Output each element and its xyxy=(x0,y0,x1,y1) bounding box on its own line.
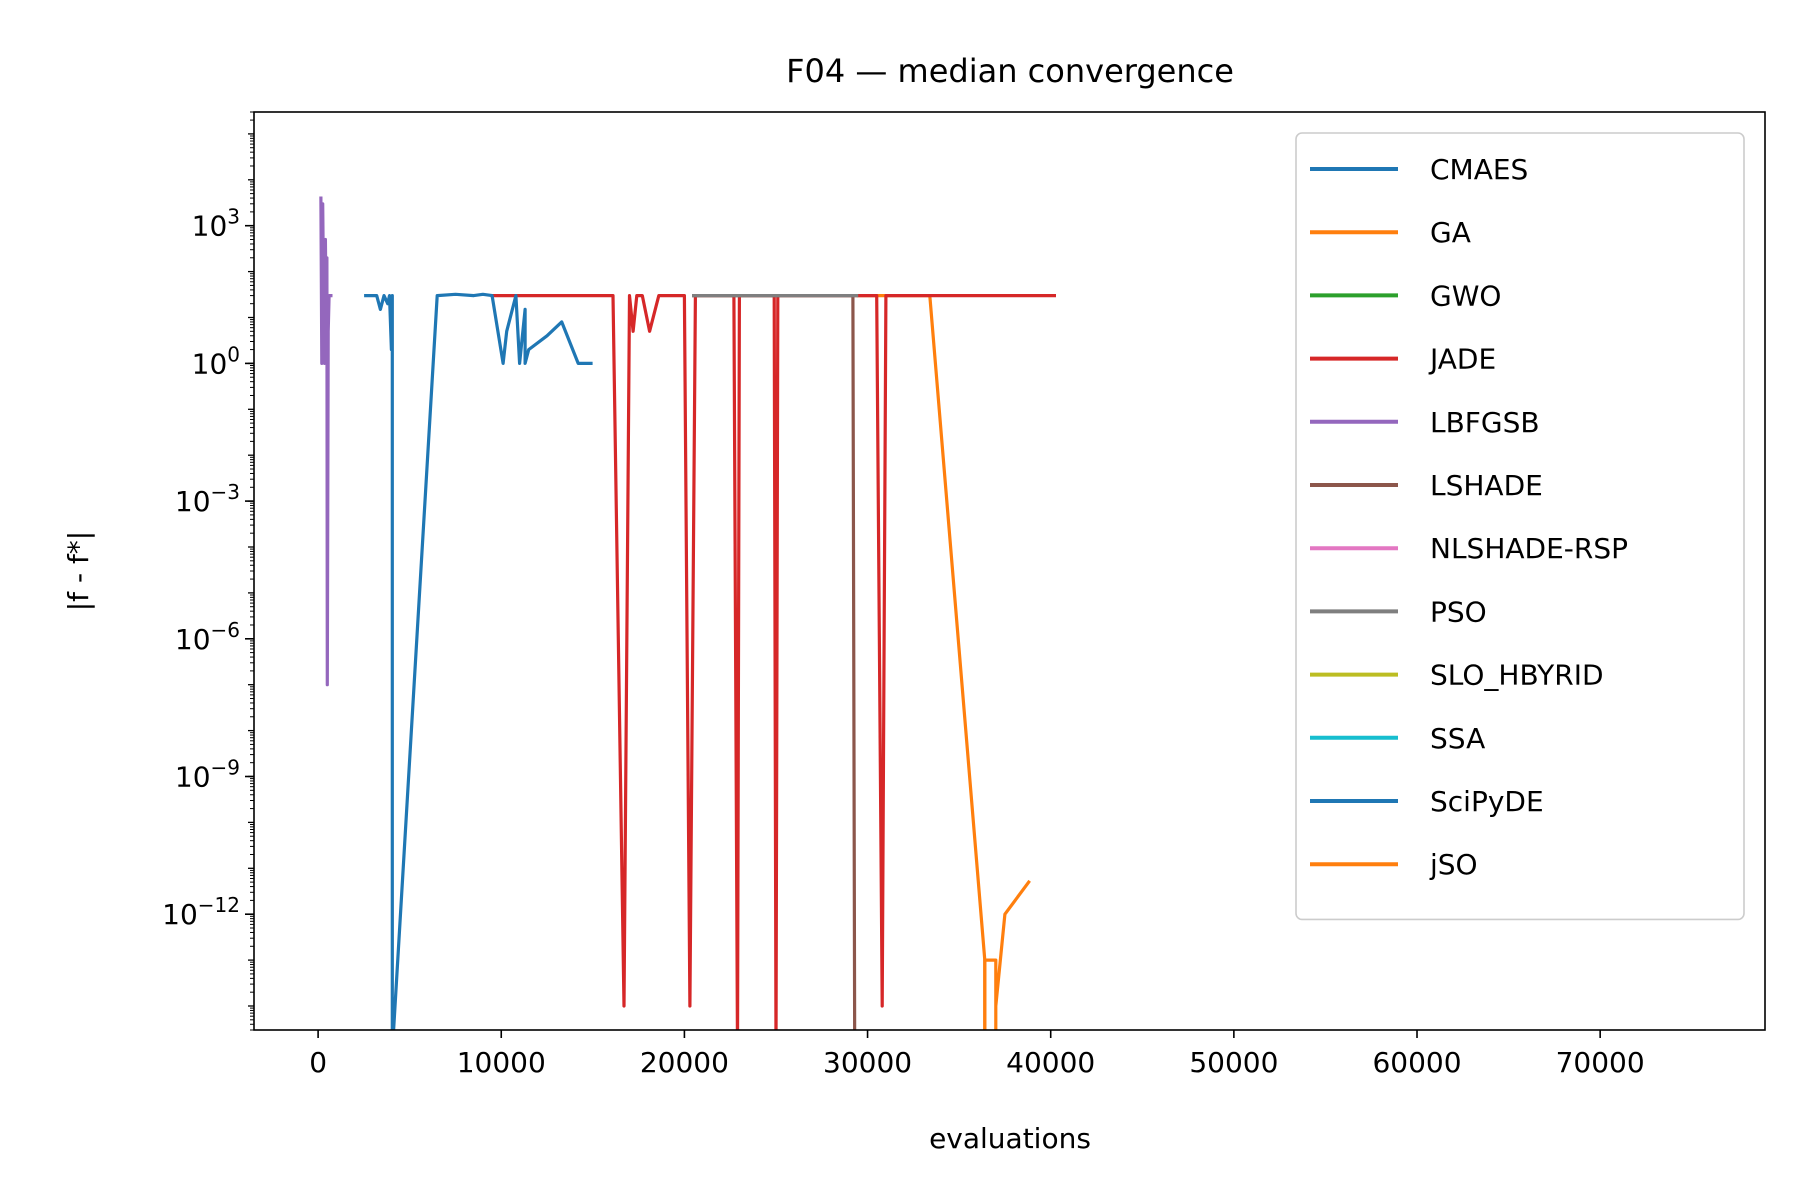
legend-label: GWO xyxy=(1430,279,1501,312)
series-line-jso xyxy=(983,879,1031,1030)
x-tick-label: 0 xyxy=(309,1046,327,1079)
legend-label: PSO xyxy=(1430,595,1487,628)
x-axis-label: evaluations xyxy=(929,1122,1091,1155)
legend: CMAES GA GWO JADE LBFGSB LSHADE NLSHADE-RSP PSO… xyxy=(1295,132,1745,921)
y-tick-label: 10−12 xyxy=(162,893,240,931)
x-tick-label: 10000 xyxy=(457,1046,546,1079)
chart-title: F04 — median convergence xyxy=(786,52,1234,90)
y-tick-label: 10−3 xyxy=(175,480,240,518)
x-axis: 0 10000 20000 30000 40000 50000 60000 70000 xyxy=(309,1030,1645,1079)
legend-label: NLSHADE-RSP xyxy=(1430,532,1628,565)
x-tick-label: 50000 xyxy=(1189,1046,1278,1079)
legend-label: LSHADE xyxy=(1430,469,1543,502)
legend-label: SLO_HBYRID xyxy=(1430,659,1604,692)
legend-label: SciPyDE xyxy=(1430,785,1544,818)
y-tick-label: 100 xyxy=(192,342,240,380)
x-tick-label: 20000 xyxy=(640,1046,729,1079)
x-tick-label: 40000 xyxy=(1006,1046,1095,1079)
x-tick-label: 30000 xyxy=(823,1046,912,1079)
series-line-lbfgsb xyxy=(319,196,333,687)
y-tick-label: 10−6 xyxy=(175,618,240,656)
y-axis: 103 100 10−3 10−6 10−9 10−12 xyxy=(162,111,254,1031)
legend-label: LBFGSB xyxy=(1430,406,1540,439)
y-tick-label: 103 xyxy=(192,205,240,243)
x-tick-label: 70000 xyxy=(1556,1046,1645,1079)
x-tick-label: 60000 xyxy=(1372,1046,1461,1079)
series-layer xyxy=(319,196,1057,1030)
legend-label: jSO xyxy=(1429,848,1478,881)
legend-label: GA xyxy=(1430,216,1471,249)
series-line-jade xyxy=(490,294,1057,1030)
series-line-scipyde xyxy=(364,292,593,1030)
y-tick-label: 10−9 xyxy=(175,755,240,793)
legend-label: CMAES xyxy=(1430,153,1528,186)
y-axis-label: |f - f*| xyxy=(62,531,95,612)
legend-box xyxy=(1295,132,1745,921)
legend-label: SSA xyxy=(1430,722,1485,755)
legend-label: JADE xyxy=(1428,343,1496,376)
